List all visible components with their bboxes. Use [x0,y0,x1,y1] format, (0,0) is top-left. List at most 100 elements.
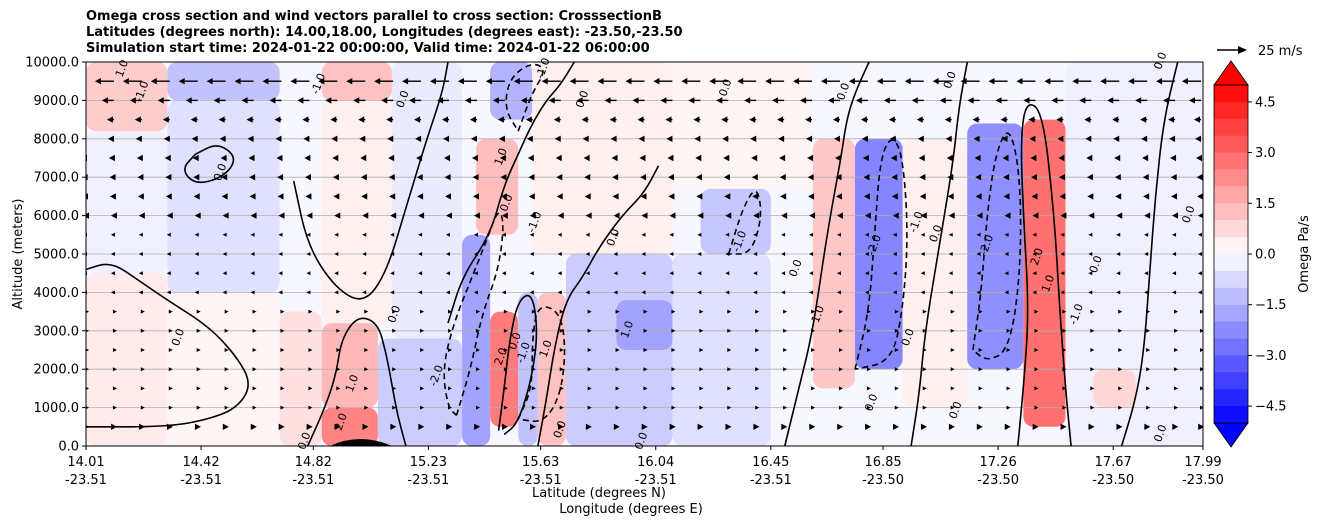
wind-arrowhead [166,212,173,219]
wind-arrow [112,309,117,314]
wind-arrow [252,309,257,314]
wind-arrowhead [194,423,201,430]
wind-arrowhead [1163,97,1170,104]
wind-arrowhead [1142,154,1149,162]
wind-arrowhead [222,423,229,430]
wind-arrowhead [109,193,116,200]
wind-arrowhead [722,135,729,142]
wind-arrowhead [863,193,870,200]
wind-arrowhead [250,232,255,237]
wind-arrowhead [1146,328,1151,333]
wind-arrowhead [415,135,422,142]
wind-arrow [213,97,226,104]
omega-cell [700,188,771,254]
wind-arrow [613,252,618,256]
contour-label: 1.0 [809,304,827,325]
wind-arrowhead [699,367,704,372]
wind-arrow [1084,116,1092,123]
wind-arrow [669,271,674,276]
wind-arrowhead [269,97,276,104]
wind-arrow [975,174,982,181]
wind-arrowhead [304,154,311,162]
wind-arrow [420,309,425,314]
wind-arrowhead [811,309,816,314]
wind-arrowhead [625,78,632,85]
wind-arrow [526,135,533,142]
wind-arrowhead [503,328,508,333]
wind-arrow [1006,405,1011,410]
wind-arrow [894,309,899,314]
wind-arrow [597,78,617,85]
wind-arrow [269,97,282,104]
wind-arrow [611,154,618,162]
wind-arrow [976,212,983,219]
wind-arrow [168,367,173,372]
wind-arrowhead [978,328,983,333]
wind-arrowhead [1060,271,1065,276]
wind-arrowhead [140,309,145,314]
wind-arrow [919,193,926,200]
wind-arrow [513,78,533,85]
wind-arrowhead [280,405,285,410]
contour-line [537,165,660,446]
wind-arrow [755,405,760,410]
wind-arrow [192,154,199,162]
wind-arrowhead [894,405,899,410]
wind-arrowhead [779,174,786,181]
wind-arrow [1114,174,1121,181]
wind-arrow [389,193,396,200]
wind-arrowhead [520,97,527,104]
colorbar-band [1214,287,1248,306]
wind-arrow [473,271,478,276]
wind-arrow [916,116,924,123]
wind-arrowhead [836,252,841,256]
wind-arrowhead [727,367,732,372]
wind-arrow [559,309,564,314]
wind-arrow [185,97,198,104]
wind-arrowhead [1146,386,1151,391]
wind-arrow [500,174,507,181]
wind-arrow [503,405,508,410]
wind-arrowhead [222,290,227,295]
wind-arrow [835,174,842,181]
wind-arrowhead [457,78,464,85]
wind-arrowhead [362,290,367,295]
wind-arrowhead [1144,423,1151,430]
wind-arrow [330,116,338,123]
wind-arrowhead [1169,135,1176,142]
omega-cell [321,407,378,446]
wind-arrowhead [888,116,895,123]
wind-arrow [587,348,592,352]
wind-arrow [1004,252,1009,256]
wind-arrowhead [765,78,772,85]
wind-arrow [501,232,506,237]
wind-arrow [582,135,589,142]
wind-arrow [976,423,983,430]
wind-arrowhead [1198,252,1202,256]
wind-arrowhead [1198,212,1203,219]
wind-arrow [922,367,927,372]
wind-arrow [94,78,114,85]
wind-arrow [725,423,732,430]
wind-arrow [501,290,506,295]
wind-arrow [252,328,257,333]
wind-arrow [332,154,339,162]
omega-cell [476,138,519,235]
wind-arrowhead [1034,367,1039,372]
wind-arrow [1116,271,1121,276]
wind-arrow [749,116,757,123]
wind-arrow [695,174,702,181]
wind-arrow [362,290,367,295]
wind-arrow [101,97,114,104]
wind-arrow [1195,135,1201,142]
x-tick-label-lon: -23.51 [520,473,562,488]
wind-arrowhead [693,116,700,123]
wind-arrow [860,116,868,123]
omega-cell [321,323,378,408]
wind-arrowhead [196,328,201,333]
wind-arrow [1172,232,1177,237]
wind-arrowhead [1168,116,1175,123]
wind-arrow [362,232,367,237]
wind-arrowhead [168,367,173,372]
wind-arrowhead [464,97,471,104]
